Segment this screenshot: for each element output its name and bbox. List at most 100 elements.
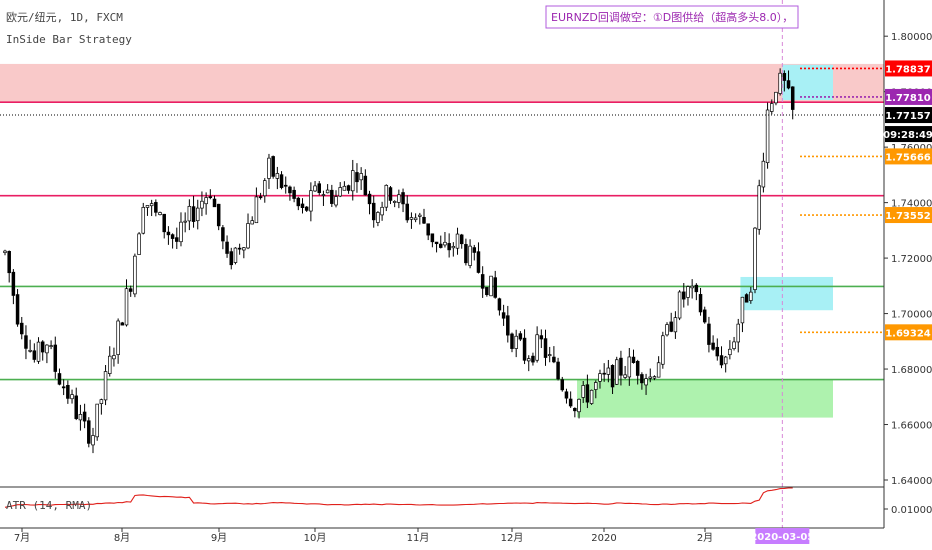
- candle-up: [774, 91, 778, 104]
- candle-down: [367, 193, 372, 205]
- candle-down: [472, 247, 477, 253]
- candle-down: [53, 344, 58, 372]
- candle-up: [589, 389, 594, 404]
- candle-down: [610, 365, 615, 388]
- price-label-text: 1.77157: [885, 111, 931, 122]
- candle-up: [397, 194, 401, 203]
- candle-up: [648, 376, 653, 379]
- candle-up: [124, 288, 129, 326]
- candle-down: [300, 203, 305, 208]
- candle-down: [497, 298, 502, 311]
- candle-down: [162, 213, 166, 233]
- candle-up: [254, 196, 259, 224]
- atr-tick-label: 0.01000: [891, 505, 932, 516]
- candle-down: [82, 411, 87, 422]
- candle-up: [443, 241, 447, 246]
- candle-up: [107, 355, 112, 374]
- candle-up: [95, 403, 99, 438]
- candle-up: [661, 335, 665, 365]
- candle-down: [698, 294, 703, 313]
- candle-down: [485, 287, 489, 296]
- candle-up: [78, 414, 83, 421]
- candle-up: [770, 103, 774, 112]
- candle-up: [183, 220, 187, 223]
- time-axis[interactable]: 7月 8月 9月 10月 11月 12月 2020 2月: [14, 528, 713, 544]
- candle-down: [283, 184, 288, 187]
- candle-up: [728, 348, 732, 356]
- candle-down: [640, 374, 644, 384]
- time-tick-label: 7月: [14, 532, 30, 544]
- time-tick-label: 11月: [407, 532, 430, 544]
- price-label-text: 1.73552: [885, 211, 931, 222]
- candle-up: [723, 356, 728, 365]
- candle-down: [631, 356, 636, 363]
- price-tick-label: 1.64000: [891, 476, 932, 487]
- candle-down: [531, 355, 535, 363]
- candle-down: [216, 203, 221, 227]
- candle-down: [57, 373, 62, 385]
- candle-down: [355, 172, 359, 183]
- candle-up: [627, 356, 632, 378]
- candle-down: [229, 251, 234, 266]
- time-tick-label: 9月: [211, 532, 227, 544]
- candle-up: [535, 334, 539, 361]
- candle-up: [45, 344, 49, 354]
- candle-up: [594, 382, 598, 390]
- price-tick-label: 1.80000: [891, 32, 932, 43]
- candle-up: [28, 349, 32, 352]
- price-tick-label: 1.72000: [891, 254, 932, 265]
- time-tick-label: 12月: [501, 532, 524, 544]
- candle-up: [263, 180, 267, 197]
- time-tick-label: 2020: [591, 533, 616, 544]
- candle-down: [744, 294, 749, 303]
- candle-down: [422, 216, 426, 224]
- candle-down: [493, 277, 497, 298]
- candle-up: [321, 194, 326, 196]
- candle-up: [133, 255, 137, 295]
- candle-down: [221, 227, 225, 242]
- candle-down: [401, 192, 405, 205]
- candle-down: [464, 244, 468, 264]
- candle-down: [20, 322, 24, 335]
- candle-up: [736, 323, 740, 343]
- candle-down: [573, 407, 577, 412]
- candle-down: [128, 288, 133, 292]
- candle-down: [476, 251, 481, 273]
- candle-up: [690, 285, 694, 289]
- candle-down: [191, 206, 196, 222]
- candle-down: [552, 356, 556, 363]
- candle-up: [468, 245, 472, 266]
- candle-up: [246, 223, 250, 249]
- candle-up: [749, 291, 753, 301]
- annotation-box[interactable]: EURNZD回调做空：①D图供给（超高多头8.0），: [545, 5, 799, 29]
- candle-up: [158, 212, 162, 216]
- candle-down: [225, 241, 229, 254]
- candle-up: [673, 317, 678, 333]
- annotation-text: EURNZD回调做空：①D图供给（超高多头8.0），: [551, 10, 793, 24]
- price-label-text: 09:28:49: [883, 130, 932, 141]
- candle-up: [200, 200, 204, 209]
- candle-down: [330, 189, 334, 204]
- candle-up: [359, 173, 363, 181]
- candle-up: [598, 373, 602, 382]
- candle-up: [652, 376, 657, 379]
- candle-down: [166, 231, 171, 236]
- candle-up: [514, 335, 518, 349]
- candle-up: [765, 109, 770, 164]
- candle-up: [250, 220, 254, 225]
- candle-down: [506, 315, 510, 336]
- candle-up: [187, 205, 192, 222]
- atr-axis: 0.01000: [884, 505, 932, 516]
- candle-down: [40, 341, 45, 353]
- candle-down: [556, 361, 560, 380]
- candle-up: [338, 187, 342, 197]
- candle-down: [363, 175, 368, 196]
- candle-up: [204, 197, 208, 205]
- candle-up: [384, 184, 389, 208]
- candle-up: [547, 354, 552, 357]
- candle-down: [170, 234, 175, 239]
- candle-down: [786, 80, 791, 89]
- price-label-box: [885, 207, 932, 224]
- candle-down: [790, 86, 795, 110]
